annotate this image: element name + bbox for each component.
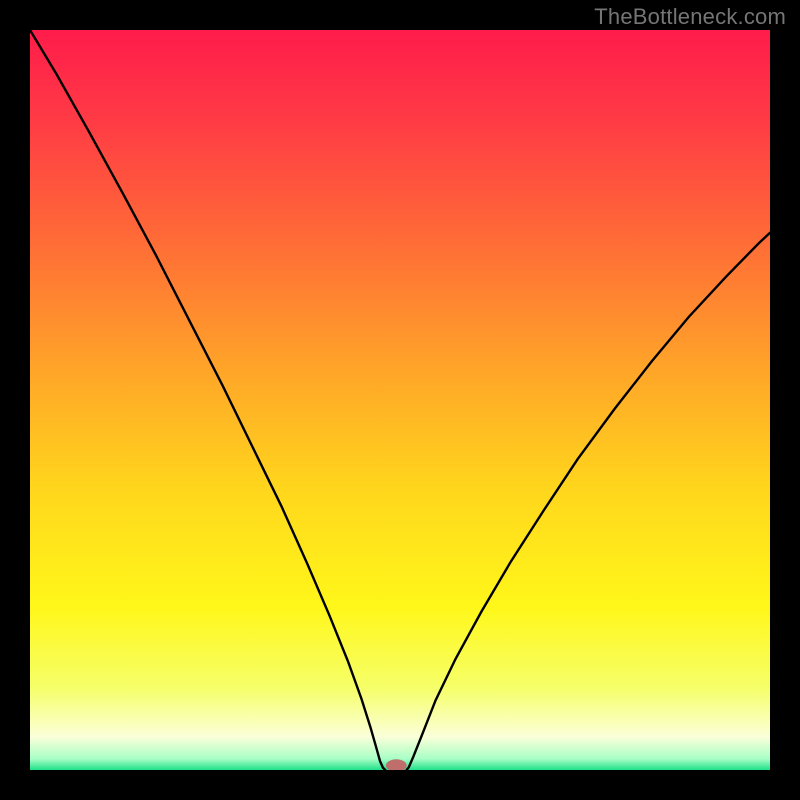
gradient-background (30, 30, 770, 770)
chart-svg (30, 30, 770, 770)
watermark-text: TheBottleneck.com (594, 4, 786, 30)
chart-outer: TheBottleneck.com (0, 0, 800, 800)
plot-area (30, 30, 770, 770)
